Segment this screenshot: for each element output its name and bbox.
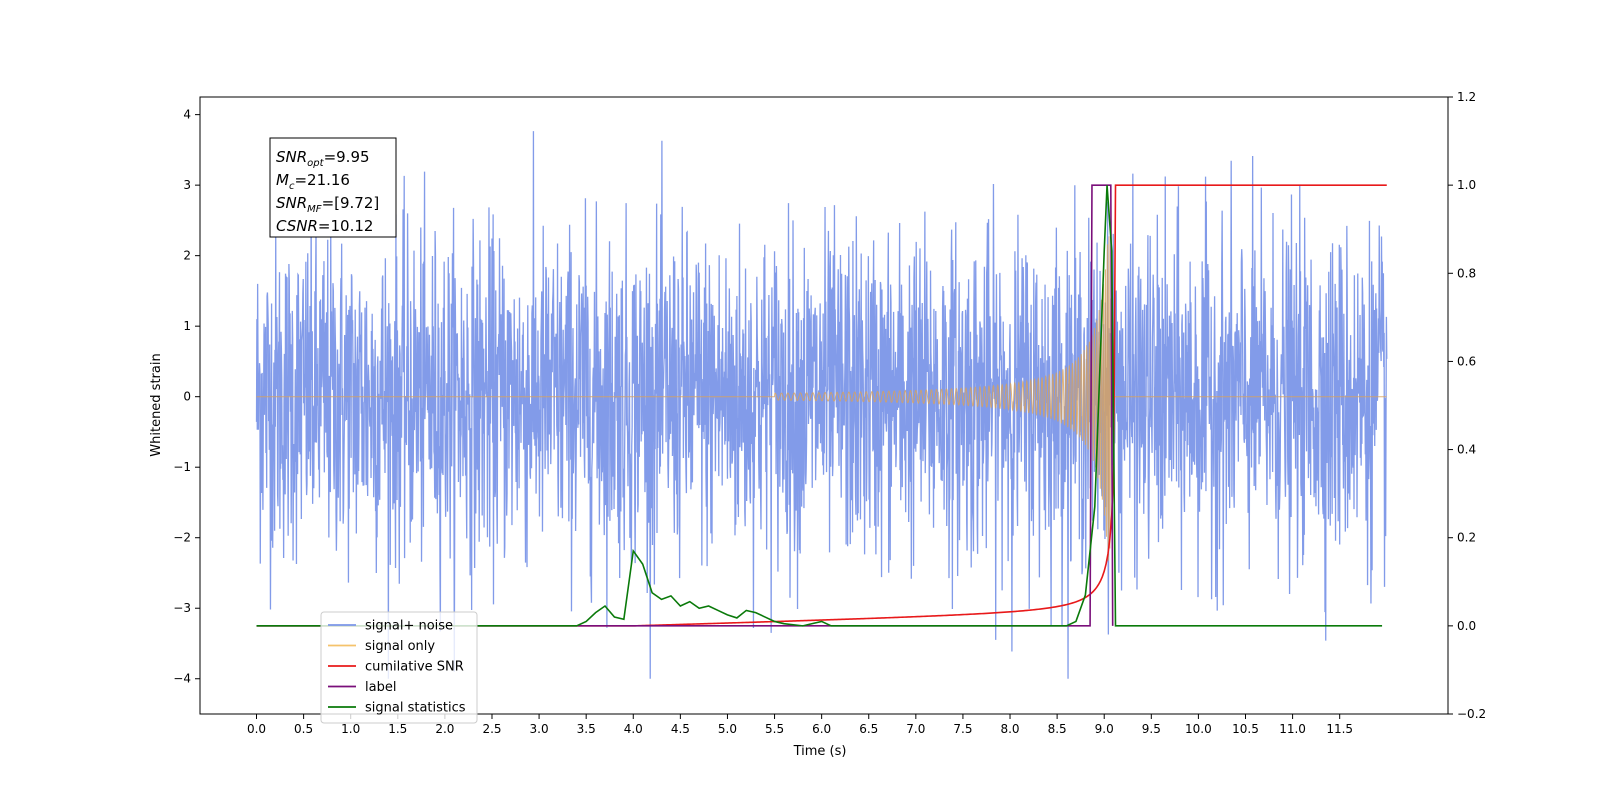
x-tick-label: 9.0 (1095, 722, 1114, 736)
x-axis: 0.0 0.5 1.0 1.5 2.0 2.5 3.0 3.5 4.0 4.5 5.0 5.5 6.0 6… (247, 714, 1353, 736)
annotation-line: SNRopt=9.95 (276, 148, 370, 169)
signal-noise-series (255, 131, 1388, 679)
x-tick-label: 11.0 (1279, 722, 1306, 736)
x-tick-label: 6.0 (812, 722, 831, 736)
y-axis-left: −4 −3 −2 −1 0 1 2 3 4 (173, 108, 200, 686)
x-tick-label: 1.0 (341, 722, 360, 736)
x-tick-label: 5.0 (718, 722, 737, 736)
legend-label: label (365, 680, 396, 695)
x-tick-label: 1.5 (388, 722, 407, 736)
x-tick-label: 7.5 (953, 722, 972, 736)
x-axis-label: Time (s) (793, 744, 847, 759)
x-tick-label: 4.0 (624, 722, 643, 736)
signal-statistics-line (256, 185, 1383, 627)
x-tick-label: 2.5 (482, 722, 501, 736)
y-tick-label: 0 (183, 390, 191, 404)
annotation-line: SNRMF=[9.72] (276, 194, 379, 215)
y-tick-label: −2 (173, 531, 191, 545)
y2-tick-label: 1.2 (1457, 90, 1476, 104)
x-tick-label: 8.0 (1000, 722, 1019, 736)
annotation-line: CSNR=10.12 (276, 217, 373, 235)
y-axis-label: Whitened strain (149, 353, 164, 456)
legend: signal+ noise signal only cumilative SNR la… (320, 611, 478, 724)
x-tick-label: 8.5 (1048, 722, 1067, 736)
y2-tick-label: 0.8 (1457, 266, 1476, 280)
x-tick-label: 11.5 (1326, 722, 1353, 736)
label-line (256, 184, 1114, 627)
y-tick-label: −4 (173, 672, 191, 686)
x-tick-label: 10.0 (1185, 722, 1212, 736)
annotation-line: Mc=21.16 (276, 171, 350, 192)
x-tick-label: 10.5 (1232, 722, 1259, 736)
legend-frame (320, 611, 478, 724)
y-tick-label: −3 (173, 601, 191, 615)
signal-only-line (256, 236, 1387, 561)
signal-noise-line (255, 131, 1388, 679)
y2-tick-label: −0.2 (1457, 707, 1486, 721)
x-tick-label: 3.0 (530, 722, 549, 736)
x-tick-label: 3.5 (577, 722, 596, 736)
x-tick-label: 7.0 (906, 722, 925, 736)
x-tick-label: 2.0 (435, 722, 454, 736)
legend-label: signal statistics (365, 701, 466, 716)
y2-tick-label: 0.4 (1457, 443, 1476, 457)
y2-tick-label: 0.2 (1457, 531, 1476, 545)
x-tick-label: 0.5 (294, 722, 313, 736)
legend-label: signal only (365, 639, 435, 654)
x-tick-label: 6.5 (859, 722, 878, 736)
x-tick-label: 4.5 (671, 722, 690, 736)
x-tick-label: 9.5 (1142, 722, 1161, 736)
annotation-frame (269, 137, 397, 238)
legend-label: signal+ noise (365, 619, 453, 634)
y2-tick-label: 1.0 (1457, 178, 1476, 192)
x-tick-label: 5.5 (765, 722, 784, 736)
y-tick-label: 2 (183, 249, 191, 263)
y-axis-right: −0.2 0.0 0.2 0.4 0.6 0.8 1.0 1.2 (1448, 90, 1486, 721)
y-tick-label: 3 (183, 178, 191, 192)
signal-only-series (256, 236, 1387, 561)
plot-frame (199, 96, 1449, 715)
legend-label: cumilative SNR (365, 660, 464, 675)
y-tick-label: −1 (173, 460, 191, 474)
y-tick-label: 1 (183, 319, 191, 333)
y2-tick-label: 0.6 (1457, 354, 1476, 368)
y-tick-label: 4 (183, 108, 191, 122)
y2-tick-label: 0.0 (1457, 619, 1476, 633)
x-tick-label: 0.0 (247, 722, 266, 736)
